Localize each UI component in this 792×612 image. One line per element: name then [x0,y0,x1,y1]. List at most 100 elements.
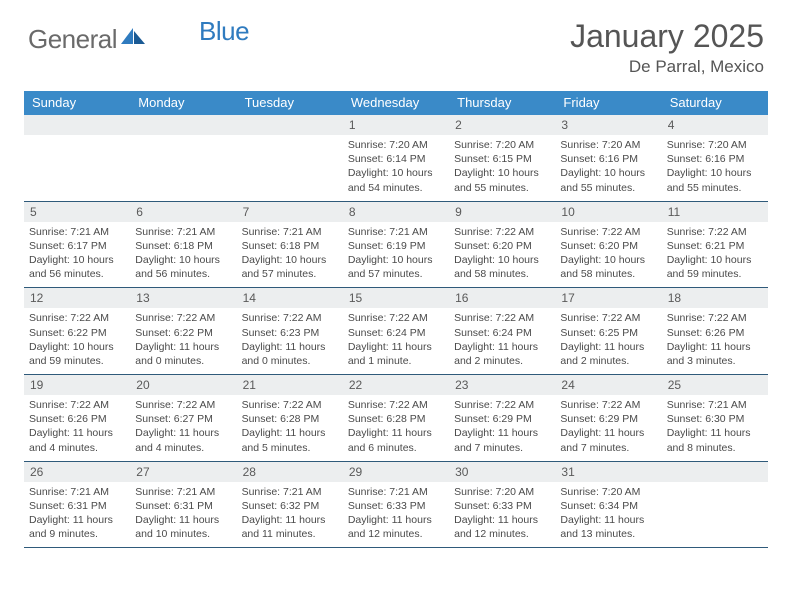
day-detail-line: Sunrise: 7:21 AM [29,225,125,239]
day-detail-line: Sunrise: 7:20 AM [348,138,444,152]
weekday-header: Thursday [449,91,555,115]
day-detail-line: Sunrise: 7:22 AM [242,398,338,412]
day-detail-line: Sunrise: 7:22 AM [667,225,763,239]
day-detail-line: Sunset: 6:16 PM [560,152,656,166]
day-details: Sunrise: 7:20 AMSunset: 6:34 PMDaylight:… [555,482,661,548]
day-detail-line: Sunset: 6:19 PM [348,239,444,253]
calendar-day-cell: 3Sunrise: 7:20 AMSunset: 6:16 PMDaylight… [555,115,661,201]
day-detail-line: Daylight: 10 hours [348,166,444,180]
weekday-header-row: Sunday Monday Tuesday Wednesday Thursday… [24,91,768,115]
calendar-day-cell: 6Sunrise: 7:21 AMSunset: 6:18 PMDaylight… [130,201,236,288]
day-details: Sunrise: 7:21 AMSunset: 6:19 PMDaylight:… [343,222,449,288]
day-detail-line: Sunset: 6:20 PM [454,239,550,253]
calendar-day-cell: 13Sunrise: 7:22 AMSunset: 6:22 PMDayligh… [130,288,236,375]
day-detail-line: Daylight: 11 hours [560,426,656,440]
day-detail-line: Sunset: 6:22 PM [29,326,125,340]
day-detail-line: and 7 minutes. [560,441,656,455]
day-detail-line: Sunrise: 7:20 AM [667,138,763,152]
day-detail-line: Sunset: 6:24 PM [348,326,444,340]
day-detail-line: and 57 minutes. [348,267,444,281]
day-number: 28 [237,462,343,482]
day-detail-line: Sunset: 6:16 PM [667,152,763,166]
calendar-day-cell: 31Sunrise: 7:20 AMSunset: 6:34 PMDayligh… [555,461,661,548]
day-detail-line: Sunset: 6:21 PM [667,239,763,253]
day-detail-line: Sunrise: 7:22 AM [667,311,763,325]
day-number: 17 [555,288,661,308]
calendar-day-cell: 19Sunrise: 7:22 AMSunset: 6:26 PMDayligh… [24,375,130,462]
calendar-day-cell: 5Sunrise: 7:21 AMSunset: 6:17 PMDaylight… [24,201,130,288]
weekday-header: Wednesday [343,91,449,115]
page-header: General Blue January 2025 De Parral, Mex… [0,0,792,83]
day-detail-line: Daylight: 11 hours [29,426,125,440]
day-detail-line: and 5 minutes. [242,441,338,455]
day-detail-line: Sunset: 6:24 PM [454,326,550,340]
day-details: Sunrise: 7:21 AMSunset: 6:33 PMDaylight:… [343,482,449,548]
day-number: 19 [24,375,130,395]
day-detail-line: Daylight: 10 hours [135,253,231,267]
day-number: 21 [237,375,343,395]
day-detail-line: Sunset: 6:29 PM [560,412,656,426]
calendar-week-row: 26Sunrise: 7:21 AMSunset: 6:31 PMDayligh… [24,461,768,548]
day-detail-line: Sunrise: 7:22 AM [560,398,656,412]
day-detail-line: and 4 minutes. [29,441,125,455]
day-detail-line: and 13 minutes. [560,527,656,541]
location: De Parral, Mexico [570,57,764,77]
day-number: 26 [24,462,130,482]
day-detail-line: and 6 minutes. [348,441,444,455]
day-detail-line: and 58 minutes. [454,267,550,281]
day-detail-line: Sunset: 6:26 PM [667,326,763,340]
day-detail-line: Sunset: 6:20 PM [560,239,656,253]
day-number: 23 [449,375,555,395]
day-number: 14 [237,288,343,308]
day-detail-line: Sunrise: 7:22 AM [29,311,125,325]
calendar-day-cell: 16Sunrise: 7:22 AMSunset: 6:24 PMDayligh… [449,288,555,375]
day-number: 6 [130,202,236,222]
day-number: 9 [449,202,555,222]
day-details: Sunrise: 7:22 AMSunset: 6:23 PMDaylight:… [237,308,343,374]
day-number: 16 [449,288,555,308]
day-details: Sunrise: 7:22 AMSunset: 6:25 PMDaylight:… [555,308,661,374]
day-number: 27 [130,462,236,482]
calendar-day-cell: 21Sunrise: 7:22 AMSunset: 6:28 PMDayligh… [237,375,343,462]
day-detail-line: and 55 minutes. [454,181,550,195]
day-details: Sunrise: 7:21 AMSunset: 6:31 PMDaylight:… [130,482,236,548]
day-number: 1 [343,115,449,135]
day-details: Sunrise: 7:20 AMSunset: 6:14 PMDaylight:… [343,135,449,201]
day-detail-line: Sunset: 6:22 PM [135,326,231,340]
day-detail-line: Sunrise: 7:21 AM [135,225,231,239]
day-detail-line: Sunrise: 7:21 AM [135,485,231,499]
calendar-day-cell: 12Sunrise: 7:22 AMSunset: 6:22 PMDayligh… [24,288,130,375]
calendar-day-cell [237,115,343,201]
calendar-week-row: 19Sunrise: 7:22 AMSunset: 6:26 PMDayligh… [24,375,768,462]
day-detail-line: Daylight: 11 hours [560,340,656,354]
day-detail-line: Daylight: 11 hours [242,340,338,354]
day-detail-line: Sunrise: 7:21 AM [242,485,338,499]
day-detail-line: Daylight: 11 hours [454,513,550,527]
day-number: 25 [662,375,768,395]
day-detail-line: Daylight: 10 hours [242,253,338,267]
day-detail-line: Daylight: 11 hours [560,513,656,527]
day-number: 29 [343,462,449,482]
calendar-day-cell: 1Sunrise: 7:20 AMSunset: 6:14 PMDaylight… [343,115,449,201]
day-detail-line: Sunset: 6:32 PM [242,499,338,513]
day-details: Sunrise: 7:22 AMSunset: 6:20 PMDaylight:… [555,222,661,288]
day-detail-line: Daylight: 10 hours [560,166,656,180]
day-detail-line: Sunset: 6:23 PM [242,326,338,340]
calendar-day-cell: 24Sunrise: 7:22 AMSunset: 6:29 PMDayligh… [555,375,661,462]
day-details: Sunrise: 7:21 AMSunset: 6:32 PMDaylight:… [237,482,343,548]
day-detail-line: Daylight: 10 hours [667,166,763,180]
day-number-empty [662,462,768,482]
day-number: 12 [24,288,130,308]
day-detail-line: and 11 minutes. [242,527,338,541]
day-number-empty [237,115,343,135]
day-detail-line: Sunrise: 7:20 AM [560,138,656,152]
day-number: 18 [662,288,768,308]
day-detail-line: Sunrise: 7:22 AM [348,311,444,325]
day-detail-line: Daylight: 10 hours [454,166,550,180]
day-details: Sunrise: 7:21 AMSunset: 6:18 PMDaylight:… [130,222,236,288]
day-number: 10 [555,202,661,222]
day-detail-line: and 0 minutes. [242,354,338,368]
calendar-day-cell: 27Sunrise: 7:21 AMSunset: 6:31 PMDayligh… [130,461,236,548]
day-detail-line: and 8 minutes. [667,441,763,455]
day-number: 20 [130,375,236,395]
